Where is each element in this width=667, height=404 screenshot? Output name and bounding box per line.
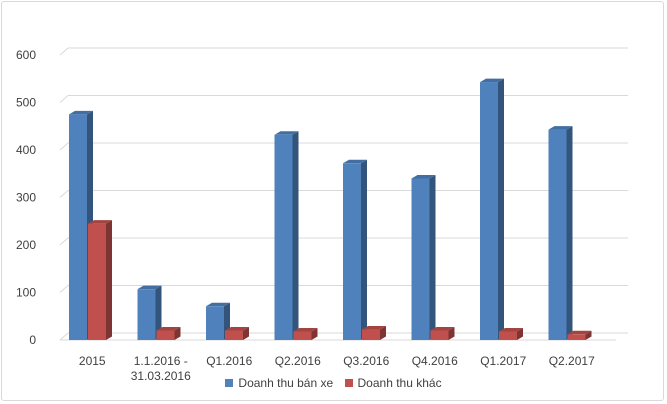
bar-side [498,78,504,340]
bar-s0-c5 [411,175,436,340]
bar-side [155,285,162,340]
bar-top [137,285,162,290]
bar-s1-c7 [567,330,592,340]
y-axis-ticks: 0 100 200 300 400 500 600 [16,48,36,347]
bar-s1-c4 [362,326,386,340]
legend-item-1: Doanh thu khác [344,376,442,390]
x-tick-label-4: Q3.2016 [343,354,389,368]
bar-top [362,326,386,330]
x-tick-label-1-1: 31.03.2016 [131,369,191,383]
bar-side [292,131,299,340]
bar-side [517,327,523,340]
bar-front [343,163,361,340]
bar-side [361,159,367,340]
gridline-diag-6 [59,47,69,56]
bar-top [293,327,318,332]
bar-top [225,327,249,331]
bar-top [548,126,573,130]
bar-top [274,131,299,135]
bar-side [585,330,592,340]
bar-top [430,327,455,331]
legend-swatch-0 [225,379,234,387]
bar-front [225,330,243,340]
gridline-diag-2 [59,237,69,246]
bar-top [499,327,523,332]
bar-front [499,331,517,340]
legend-swatch-1 [344,379,353,387]
bar-s0-c6 [480,78,504,340]
bar-s1-c1 [156,327,181,340]
bar-top [343,159,367,164]
bar-front [274,134,293,340]
bar-front [411,178,430,340]
bar-top [480,78,504,83]
bar-front [362,329,380,340]
bar-front [480,82,498,340]
bar-side [429,175,436,340]
bar-side [311,327,318,340]
legend-item-0: Doanh thu bán xe [225,376,333,390]
bar-s0-c7 [548,126,573,340]
bar-s1-c2 [225,327,249,340]
bar-front [567,334,586,340]
y-tick-label-4: 400 [16,143,36,157]
bar-front [69,114,87,340]
x-axis-ticks: 2015 1.1.2016 -31.03.2016 Q1.2016 Q2.2016 Q3… [79,354,595,383]
x-tick-label-2: Q1.2016 [206,354,252,368]
gridline-diag-3 [59,190,69,198]
bar-s0-c3 [274,131,299,340]
bar-side [566,126,573,340]
bar-s1-c6 [499,327,523,340]
x-tick-label-6: Q1.2017 [480,354,526,368]
gridline-diag-4 [59,142,69,151]
bar-side [106,220,112,340]
legend-label-0: Doanh thu bán xe [238,376,334,390]
bar-front [156,330,175,340]
bar-side [380,326,386,340]
gridline-diag-5 [59,95,69,103]
x-tick-label-3: Q2.2016 [275,354,321,368]
bar-s0-c4 [343,159,367,340]
y-tick-label-6: 600 [16,48,36,62]
bar-top [411,175,436,179]
bar-front [548,129,567,340]
y-tick-label-1: 100 [16,286,36,300]
bar-front [430,330,449,340]
bar-top [156,327,181,331]
bar-front [293,331,312,340]
y-tick-label-2: 200 [16,238,36,252]
bar-side [448,327,455,340]
legend: Doanh thu bán xe Doanh thu khác [0,376,667,390]
bar-s1-c3 [293,327,318,340]
bar-top [88,220,112,224]
bar-front [137,289,156,340]
bar-top [206,302,230,307]
bar-side [243,327,249,340]
bar-front [206,306,224,340]
bar-s0-c1 [137,285,162,340]
gridline-diag-0 [59,332,69,341]
bar-s1-c5 [430,327,455,340]
x-tick-label-7: Q2.2017 [549,354,595,368]
bar-front [88,223,106,340]
bar-s1-c0 [88,220,112,340]
gridline-diag-1 [59,285,69,293]
bar-side [174,327,181,340]
x-tick-label-0: 2015 [79,354,106,368]
y-tick-label-3: 300 [16,191,36,205]
legend-label-1: Doanh thu khác [357,376,442,390]
bar-top [69,110,93,115]
y-tick-label-5: 500 [16,96,36,110]
x-tick-label-5: Q4.2016 [412,354,458,368]
bar-top [567,330,592,335]
bars [69,78,592,340]
y-tick-label-0: 0 [29,333,36,347]
x-tick-label-1-0: 1.1.2016 - [134,354,188,368]
